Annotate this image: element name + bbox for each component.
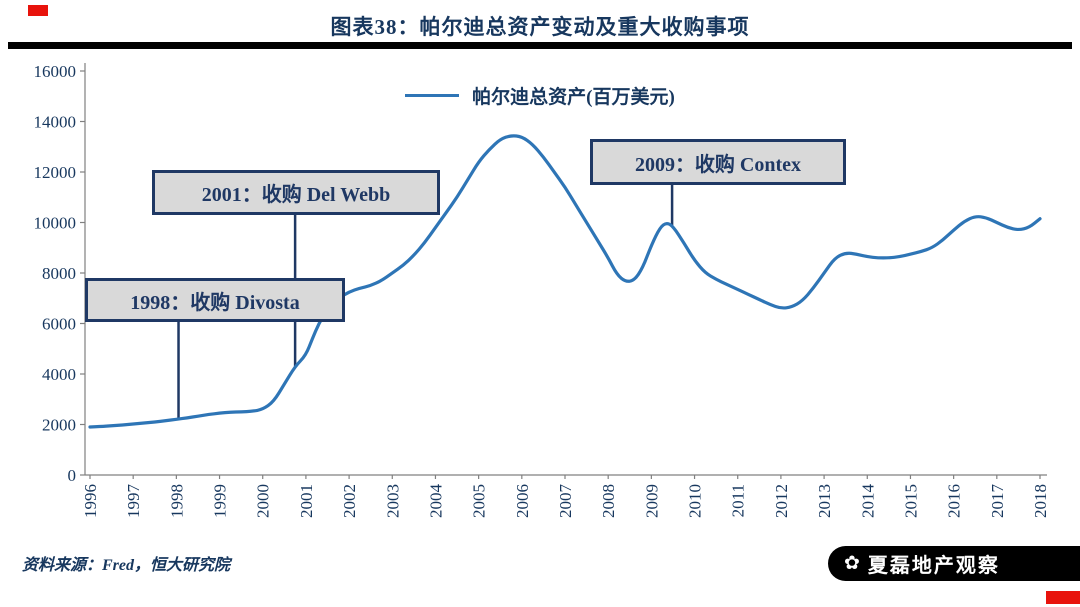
annotation-box-2001-del-webb: 2001：收购 Del Webb bbox=[152, 170, 440, 215]
x-tick-label: 2000 bbox=[254, 484, 273, 518]
x-tick-label: 2005 bbox=[470, 484, 489, 518]
x-tick-label: 2010 bbox=[686, 484, 705, 518]
x-tick-label: 2012 bbox=[772, 484, 791, 518]
y-tick-label: 2000 bbox=[42, 416, 76, 435]
red-crop-mark-top-left bbox=[28, 5, 48, 16]
y-tick-label: 10000 bbox=[34, 214, 77, 233]
legend: 帕尔迪总资产(百万美元) bbox=[0, 82, 1080, 109]
x-tick-label: 2015 bbox=[901, 484, 920, 518]
x-tick-label: 2009 bbox=[642, 484, 661, 518]
y-tick-label: 14000 bbox=[34, 113, 77, 132]
x-tick-label: 2011 bbox=[729, 484, 748, 517]
x-tick-label: 2006 bbox=[513, 484, 532, 518]
x-tick-label: 1998 bbox=[167, 484, 186, 518]
x-tick-label: 2017 bbox=[988, 484, 1007, 519]
x-tick-label: 2014 bbox=[858, 484, 877, 519]
legend-label: 帕尔迪总资产(百万美元) bbox=[472, 87, 675, 108]
x-tick-label: 2013 bbox=[815, 484, 834, 518]
x-tick-label: 1997 bbox=[124, 484, 143, 519]
y-tick-label: 16000 bbox=[34, 62, 77, 81]
logo-text: 夏磊地产观察 bbox=[867, 555, 1000, 577]
chart-title: 图表38：帕尔迪总资产变动及重大收购事项 bbox=[330, 15, 750, 39]
source-note: 资料来源：Fred，恒大研究院 bbox=[22, 557, 231, 574]
flower-icon: ✿ bbox=[844, 553, 860, 574]
y-tick-label: 4000 bbox=[42, 365, 76, 384]
x-tick-label: 2016 bbox=[945, 484, 964, 518]
x-tick-label: 2003 bbox=[383, 484, 402, 518]
y-tick-label: 12000 bbox=[34, 163, 77, 182]
total-assets-line bbox=[88, 134, 1042, 429]
title-divider bbox=[8, 42, 1072, 49]
annotation-box-2009-contex: 2009：收购 Contex bbox=[590, 139, 846, 185]
x-tick-label: 1996 bbox=[81, 484, 100, 518]
x-tick-label: 2004 bbox=[426, 484, 445, 519]
x-tick-label: 1999 bbox=[211, 484, 230, 518]
x-tick-label: 2001 bbox=[297, 484, 316, 518]
x-tick-label: 2007 bbox=[556, 484, 575, 519]
y-tick-label: 6000 bbox=[42, 315, 76, 334]
x-tick-label: 2002 bbox=[340, 484, 359, 518]
red-crop-mark-bottom-right bbox=[1046, 591, 1080, 604]
annotation-box-1998-divosta: 1998：收购 Divosta bbox=[85, 278, 345, 322]
logo-bar: ✿ 夏磊地产观察 bbox=[828, 546, 1080, 581]
x-tick-label: 2008 bbox=[599, 484, 618, 518]
x-tick-label: 2018 bbox=[1031, 484, 1050, 518]
y-tick-label: 8000 bbox=[42, 264, 76, 283]
y-tick-label: 0 bbox=[68, 466, 77, 485]
legend-line-swatch bbox=[405, 94, 460, 97]
